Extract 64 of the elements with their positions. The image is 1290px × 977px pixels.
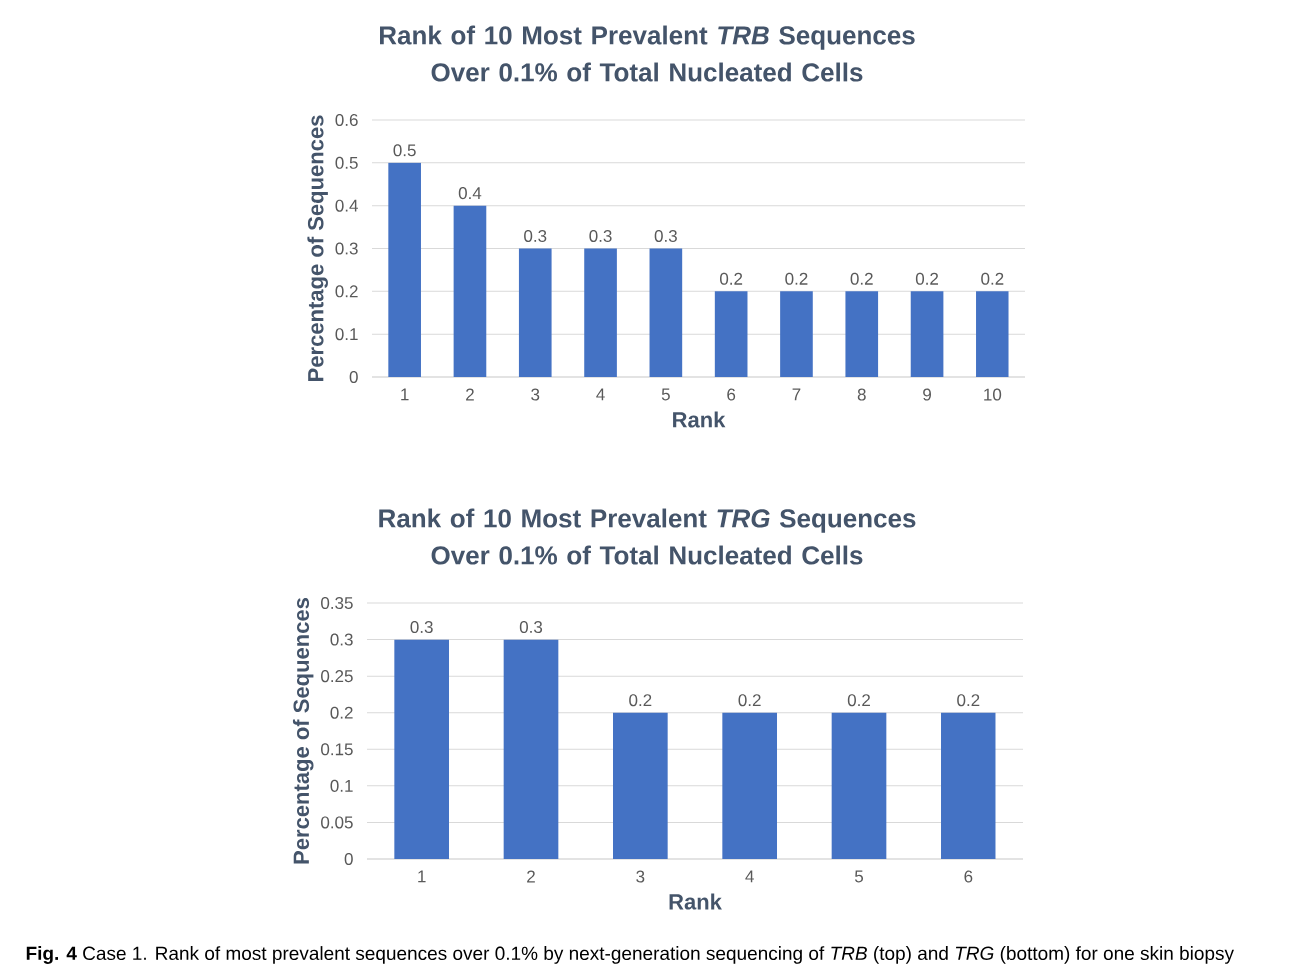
x-tick-label: 4	[745, 870, 754, 883]
chart-title: Rank of 10 Most Prevalent TRG Sequences Over 0.1% of Total Nucleated Cells	[379, 508, 916, 565]
y-tick-label: 0.15	[321, 743, 353, 756]
y-tick-label: 0.1	[335, 328, 358, 341]
x-tick-label: 6	[727, 388, 736, 401]
data-label: 0.2	[720, 272, 743, 285]
x-tick-label: 5	[661, 388, 670, 401]
y-tick-label: 0	[349, 370, 358, 384]
y-tick-label: 0.2	[335, 285, 358, 298]
bar	[453, 205, 487, 377]
bar	[584, 248, 617, 377]
y-tick-label: 0.6	[335, 113, 358, 127]
data-label: 0.2	[957, 694, 980, 707]
x-axis-title: Rank	[669, 893, 722, 910]
y-tick-label: 0.2	[330, 706, 353, 719]
x-tick-label: 9	[923, 388, 931, 401]
bar	[714, 291, 748, 377]
y-tick-label: 0.25	[321, 670, 353, 683]
x-tick-label: 1	[401, 388, 409, 401]
data-label: 0.2	[629, 694, 652, 707]
x-tick-label: 8	[857, 388, 866, 401]
chart-title: Rank of 10 Most Prevalent TRB Sequences Over 0.1% of Total Nucleated Cells	[380, 25, 915, 82]
bar	[976, 291, 1009, 377]
data-label: 0.3	[410, 621, 433, 634]
x-tick-label: 7	[792, 388, 801, 401]
data-label: 0.2	[785, 272, 808, 285]
x-tick-label: 2	[466, 388, 474, 401]
x-axis-title: Rank	[673, 411, 726, 428]
bar	[518, 248, 552, 377]
bar	[845, 291, 879, 377]
y-tick-label: 0.35	[321, 596, 353, 610]
x-tick-label: 2	[527, 870, 535, 883]
y-tick-label: 0.3	[335, 242, 358, 255]
data-label: 0.2	[981, 272, 1004, 285]
bar	[388, 162, 421, 377]
y-axis-title: Percentage of Sequences	[292, 598, 314, 864]
x-tick-label: 3	[531, 388, 540, 401]
y-tick-label: 0.3	[330, 633, 353, 646]
y-tick-label: 0.4	[335, 199, 358, 212]
bar	[780, 291, 813, 377]
data-label: 0.5	[393, 144, 416, 157]
data-label: 0.3	[654, 229, 677, 242]
bar	[910, 291, 944, 377]
data-label: 0.3	[519, 621, 543, 634]
data-label: 0.3	[524, 229, 547, 242]
y-tick-label: 0	[344, 852, 353, 866]
y-tick-label: 0.1	[330, 779, 353, 792]
x-tick-label: 4	[596, 388, 605, 401]
x-tick-label: 10	[984, 388, 1002, 401]
x-tick-label: 5	[854, 870, 864, 883]
text: Fig. 4 Case 1. Rank of most prevalent sequences over 0.1% by next-generation sequencing of TRB (top) and TRG (bottom) for one skin biopsy	[26, 946, 1234, 964]
x-tick-label: 6	[964, 870, 973, 883]
data-label: 0.4	[458, 187, 482, 200]
x-tick-label: 3	[636, 870, 645, 883]
data-label: 0.2	[915, 272, 939, 285]
data-label: 0.3	[589, 229, 612, 242]
data-label: 0.2	[847, 694, 870, 707]
y-axis-title: Percentage of Sequences	[307, 115, 328, 381]
y-tick-label: 0.5	[335, 156, 358, 169]
data-label: 0.2	[850, 272, 873, 285]
data-label: 0.2	[738, 694, 761, 707]
y-tick-label: 0.05	[321, 816, 353, 829]
x-tick-label: 1	[418, 870, 426, 883]
bar	[649, 248, 683, 377]
